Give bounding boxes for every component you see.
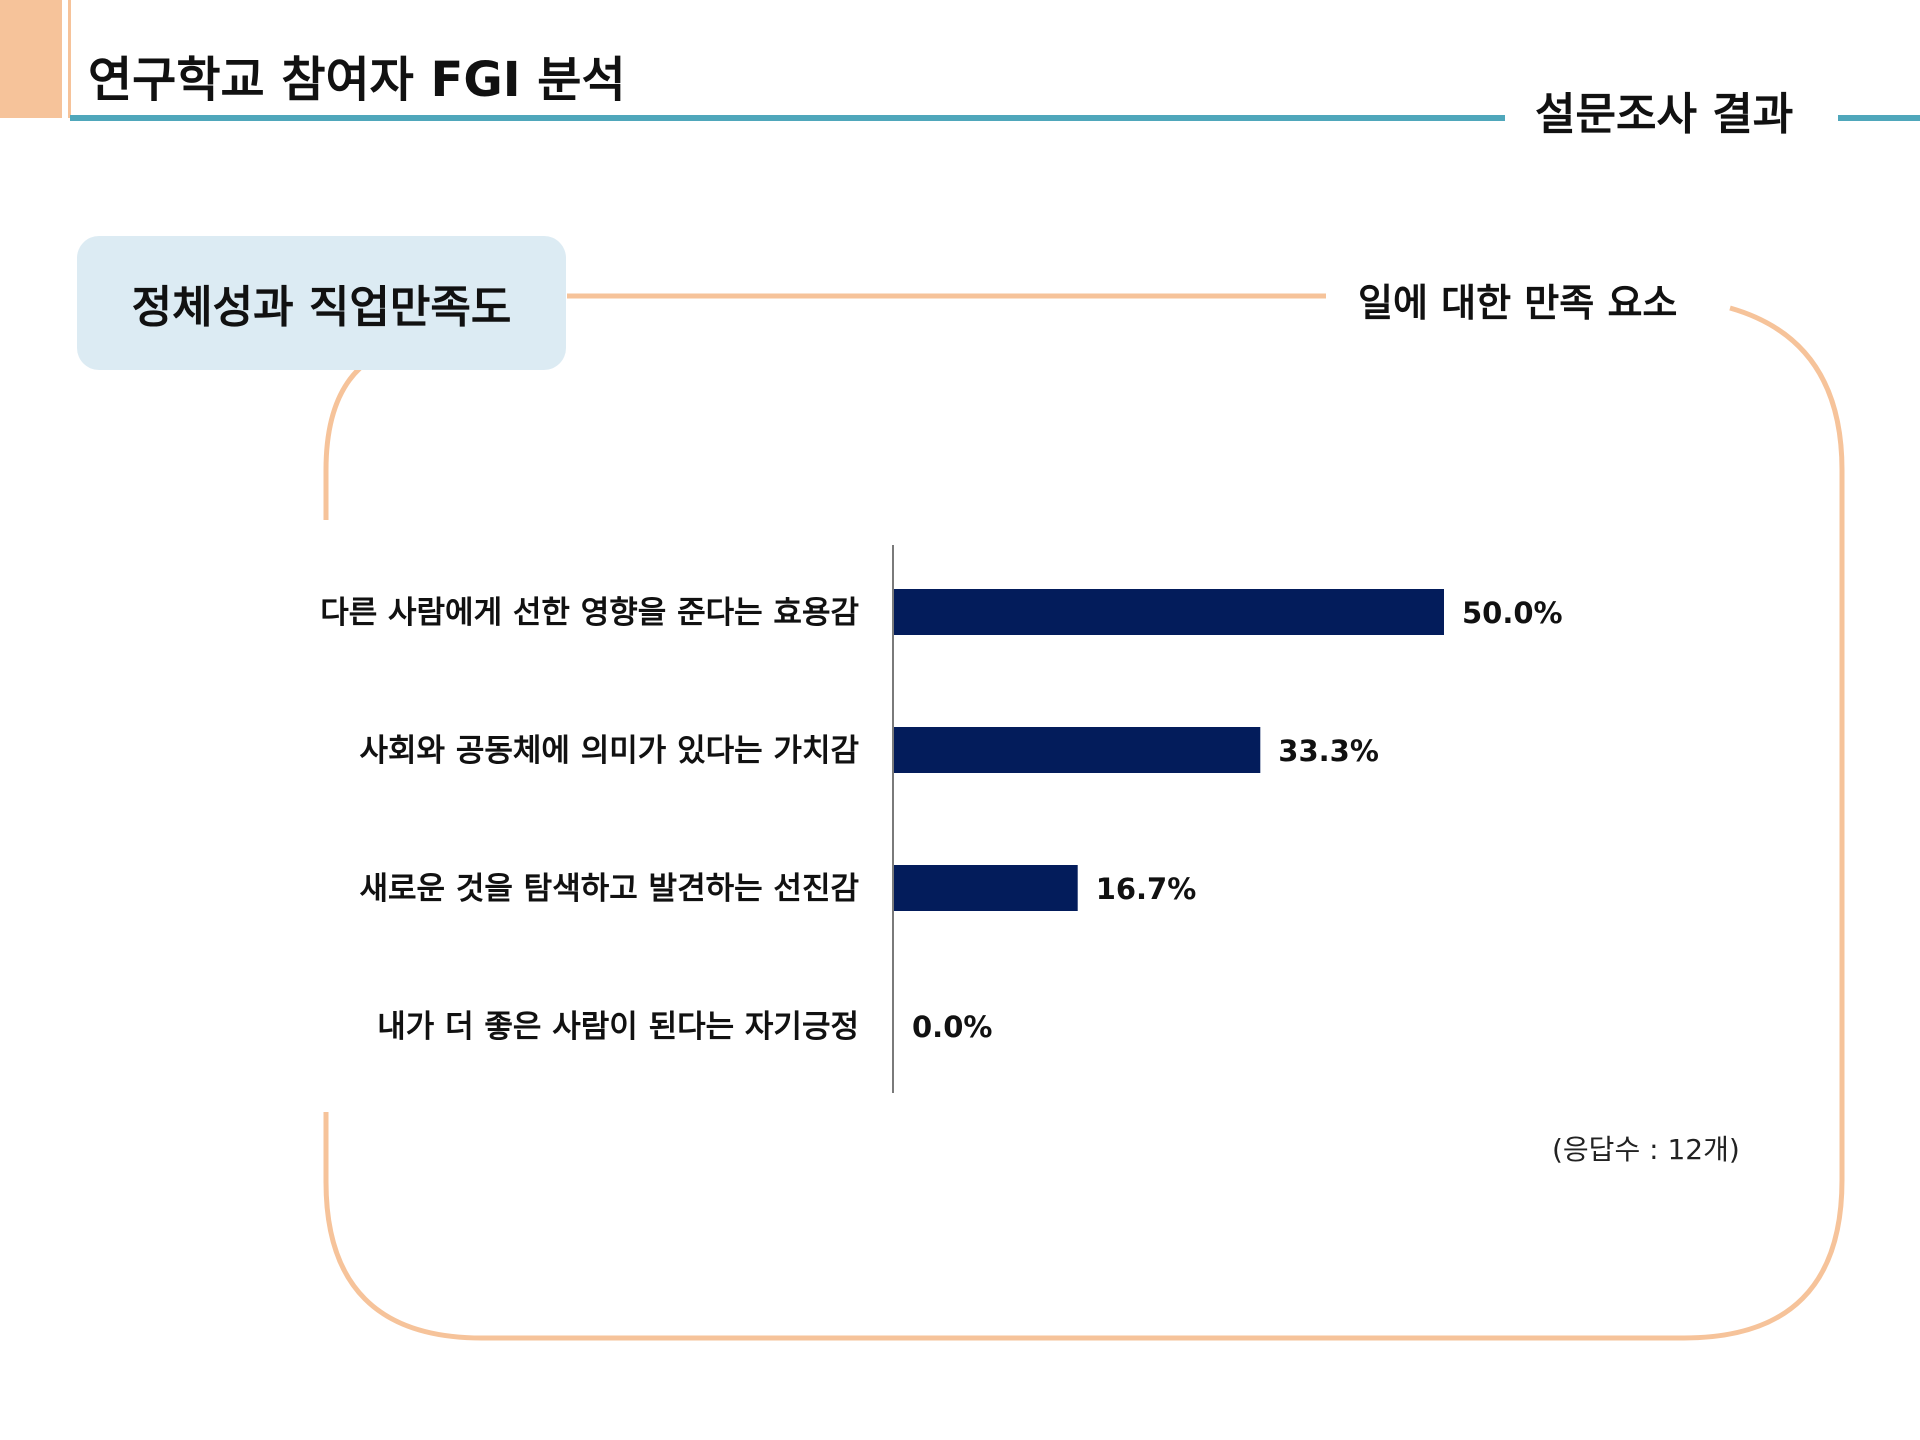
- frame-curve-left: [323, 366, 362, 520]
- category-label: 새로운 것을 탐색하고 발견하는 선진감: [360, 871, 860, 907]
- topic-box: 정체성과 직업만족도: [77, 236, 566, 370]
- bar: [894, 865, 1078, 911]
- header-rule-right: [1838, 115, 1920, 121]
- header-rule-left: [70, 115, 1505, 121]
- bar: [894, 727, 1261, 773]
- response-count-note: (응답수 : 12개): [1552, 1133, 1740, 1166]
- category-label: 사회와 공동체에 의미가 있다는 가치감: [360, 733, 860, 769]
- topic-label: 정체성과 직업만족도: [131, 282, 512, 333]
- corner-accent-block: [0, 0, 62, 118]
- data-label: 50.0%: [1462, 596, 1563, 630]
- corner-accent-line: [68, 0, 71, 118]
- data-label: 0.0%: [912, 1010, 992, 1044]
- page-title: 연구학교 참여자 FGI 분석: [88, 52, 626, 108]
- chart-subheading: 일에 대한 만족 요소: [1358, 281, 1678, 325]
- frame-curve-right: [323, 305, 1845, 1341]
- section-label: 설문조사 결과: [1535, 89, 1794, 140]
- category-label: 내가 더 좋은 사람이 된다는 자기긍정: [377, 1009, 859, 1045]
- category-label: 다른 사람에게 선한 영향을 준다는 효용감: [320, 595, 859, 631]
- data-label: 16.7%: [1096, 872, 1197, 906]
- data-label: 33.3%: [1278, 734, 1379, 768]
- bar: [894, 589, 1444, 635]
